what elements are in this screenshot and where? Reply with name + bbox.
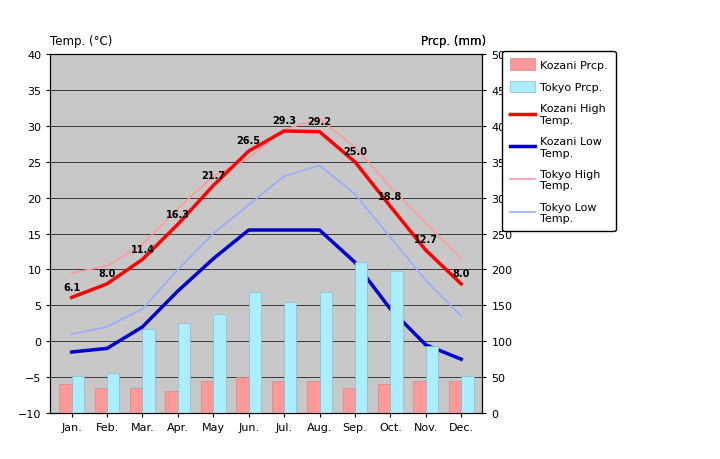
Legend: Kozani Prcp., Tokyo Prcp., Kozani High
Temp., Kozani Low
Temp., Tokyo High
Temp.: Kozani Prcp., Tokyo Prcp., Kozani High T… — [503, 51, 616, 231]
Text: 16.3: 16.3 — [166, 209, 190, 219]
Text: Prcp. (mm): Prcp. (mm) — [421, 35, 486, 48]
Text: 6.1: 6.1 — [63, 282, 80, 292]
Text: 12.7: 12.7 — [414, 235, 438, 245]
Text: 8.0: 8.0 — [452, 269, 470, 279]
Bar — [107, 373, 120, 413]
Bar — [94, 388, 107, 413]
Bar — [213, 314, 225, 413]
Bar — [426, 347, 438, 413]
Bar — [166, 392, 178, 413]
Bar — [72, 376, 84, 413]
Text: 8.0: 8.0 — [99, 269, 116, 279]
Bar — [390, 271, 402, 413]
Bar — [143, 329, 155, 413]
Bar — [378, 385, 390, 413]
Text: 25.0: 25.0 — [343, 147, 367, 157]
Bar — [178, 324, 190, 413]
Bar — [343, 388, 355, 413]
Text: 29.3: 29.3 — [272, 116, 296, 126]
Bar — [307, 381, 320, 413]
Bar — [449, 381, 461, 413]
Text: 11.4: 11.4 — [130, 244, 155, 254]
Bar — [461, 376, 474, 413]
Bar — [355, 263, 367, 413]
Text: 29.2: 29.2 — [307, 117, 331, 127]
Text: 18.8: 18.8 — [378, 191, 402, 201]
Bar — [248, 293, 261, 413]
Bar — [284, 303, 297, 413]
Text: Temp. (°C): Temp. (°C) — [50, 35, 113, 48]
Bar — [236, 377, 248, 413]
Bar — [271, 381, 284, 413]
Bar — [320, 293, 332, 413]
Text: Prcp. (mm): Prcp. (mm) — [421, 35, 486, 48]
Text: 26.5: 26.5 — [237, 136, 261, 146]
Bar — [413, 381, 426, 413]
Bar — [201, 381, 213, 413]
Text: 21.7: 21.7 — [202, 170, 225, 180]
Bar — [130, 388, 143, 413]
Bar — [59, 385, 72, 413]
